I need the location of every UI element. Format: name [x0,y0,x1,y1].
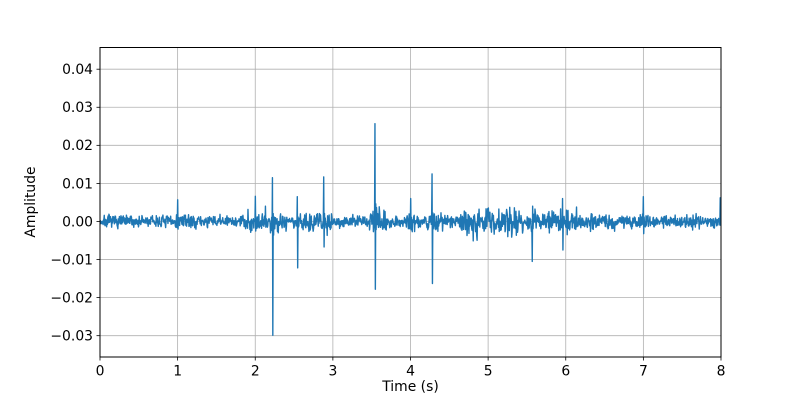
y-tick-label: 0.02 [62,138,93,154]
y-tick-label: −0.01 [50,252,93,268]
x-tick-label: 4 [406,364,415,380]
x-tick-label: 7 [639,364,648,380]
y-tick-label: −0.02 [50,291,93,307]
x-axis-label: Time (s) [382,379,439,395]
x-tick-label: 0 [96,364,105,380]
y-axis-label: Amplitude [23,166,39,238]
x-tick-label: 3 [328,364,337,380]
x-tick-label: 8 [717,364,726,380]
y-tick-label: 0.03 [62,100,93,116]
y-tick-label: 0.04 [62,62,93,78]
y-tick-label: 0.01 [62,176,93,192]
y-tick-label: −0.03 [50,329,93,345]
x-tick-label: 2 [251,364,260,380]
y-tick-label: 0.00 [62,214,93,230]
x-tick-label: 1 [173,364,182,380]
x-tick-label: 5 [484,364,493,380]
signal-line [100,122,721,336]
x-tick-label: 6 [561,364,570,380]
